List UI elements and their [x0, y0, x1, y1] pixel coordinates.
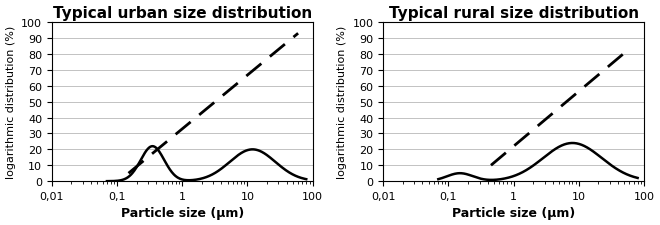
- Title: Typical rural size distribution: Typical rural size distribution: [389, 6, 639, 20]
- Y-axis label: logarithmic distribution (%): logarithmic distribution (%): [5, 26, 16, 178]
- X-axis label: Particle size (μm): Particle size (μm): [121, 207, 244, 219]
- Y-axis label: logarithmic distribution (%): logarithmic distribution (%): [337, 26, 347, 178]
- X-axis label: Particle size (μm): Particle size (μm): [452, 207, 576, 219]
- Title: Typical urban size distribution: Typical urban size distribution: [53, 6, 312, 20]
